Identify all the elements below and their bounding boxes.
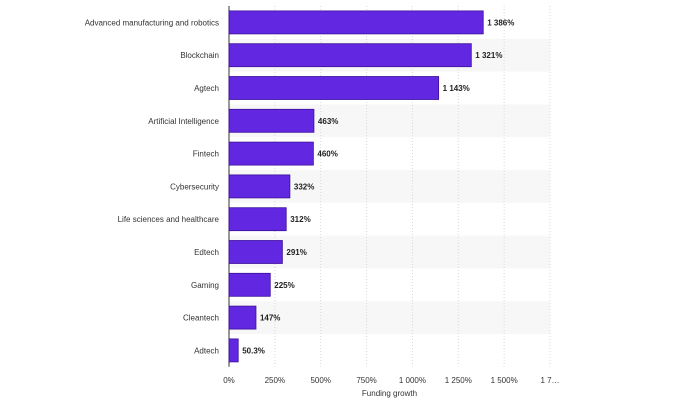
bar xyxy=(228,272,271,297)
x-tick-label: 1 000% xyxy=(399,376,426,385)
data-label: 147% xyxy=(260,314,280,323)
bar xyxy=(228,207,287,232)
category-label: Fintech xyxy=(193,150,219,159)
bar xyxy=(228,43,472,68)
category-label: Blockchain xyxy=(180,51,219,60)
bar xyxy=(228,338,239,363)
data-label: 460% xyxy=(317,150,337,159)
bar xyxy=(228,76,440,100)
category-label: Advanced manufacturing and robotics xyxy=(85,18,219,27)
row-bands xyxy=(229,38,550,334)
data-label: 312% xyxy=(290,215,310,224)
category-label: Cybersecurity xyxy=(170,182,219,191)
row-band xyxy=(229,301,550,334)
category-labels: Advanced manufacturing and robotics Block… xyxy=(85,18,220,355)
category-label: Cleantech xyxy=(183,314,219,323)
category-label: Adtech xyxy=(194,346,219,355)
data-label: 50.3% xyxy=(242,346,265,355)
bar xyxy=(228,240,283,264)
category-label: Edtech xyxy=(194,248,219,257)
x-tick-label: 750% xyxy=(356,376,376,385)
x-tick-label: 1 7… xyxy=(540,376,559,385)
bar xyxy=(228,108,315,133)
data-label: 1 386% xyxy=(487,18,514,27)
data-labels: 1 386% 1 321% 1 143% 463% 460% 332% 312% 291% 22… xyxy=(242,18,514,355)
category-label: Artificial Intelligence xyxy=(148,117,219,126)
category-label: Agtech xyxy=(194,84,219,93)
bar xyxy=(228,305,257,330)
x-tick-label: 500% xyxy=(310,376,330,385)
data-label: 1 143% xyxy=(443,84,470,93)
x-axis-title: Funding growth xyxy=(362,389,417,398)
category-label: Life sciences and healthcare xyxy=(118,215,220,224)
x-tick-label: 1 250% xyxy=(445,376,472,385)
data-label: 225% xyxy=(274,281,294,290)
data-label: 1 321% xyxy=(475,51,502,60)
bars xyxy=(228,10,484,363)
bar xyxy=(228,174,291,199)
category-label: Gaming xyxy=(191,281,219,290)
x-tick-label: 0% xyxy=(223,376,235,385)
x-tick-label: 250% xyxy=(265,376,285,385)
x-tick-labels: 0% 250% 500% 750% 1 000% 1 250% 1 500% 1 7… xyxy=(223,376,559,385)
data-label: 291% xyxy=(286,248,306,257)
bar xyxy=(228,10,484,35)
data-label: 332% xyxy=(294,182,314,191)
x-tick-label: 1 500% xyxy=(491,376,518,385)
data-label: 463% xyxy=(318,117,338,126)
bar xyxy=(228,141,314,166)
